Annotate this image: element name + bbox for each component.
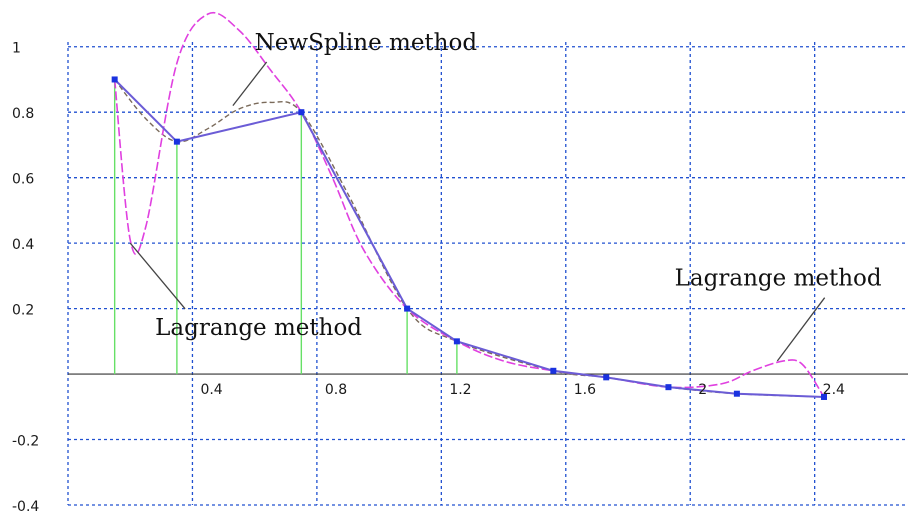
- data-point-5: [550, 368, 556, 374]
- y-tick-label-3: 0.4: [12, 237, 34, 253]
- data-point-0: [112, 76, 118, 82]
- x-tick-label-3: 1.6: [574, 382, 596, 398]
- y-tick-label-6: 1: [12, 41, 21, 57]
- x-tick-label-0: 0.4: [200, 382, 222, 398]
- data-point-4: [454, 338, 460, 344]
- annotation-label-2: Lagrange method: [675, 266, 882, 292]
- data-point-8: [734, 391, 740, 397]
- y-tick-label-0: -0.4: [12, 499, 39, 515]
- data-point-3: [404, 306, 410, 312]
- annotation-label-0: NewSpline method: [255, 30, 478, 56]
- x-tick-label-4: 2: [698, 382, 707, 398]
- data-point-6: [603, 374, 609, 380]
- y-tick-label-2: 0.2: [12, 303, 34, 319]
- x-tick-label-2: 1.2: [449, 382, 471, 398]
- annotation-leader-2: [777, 298, 824, 361]
- annotation-label-1: Lagrange method: [155, 315, 362, 341]
- annotation-leader-0: [233, 62, 267, 106]
- series-newspline-curve: [115, 79, 824, 397]
- annotations: NewSpline method Lagrange method Lagrange …: [130, 30, 882, 361]
- series-data-polyline: [115, 79, 824, 397]
- x-tick-label-5: 2.4: [823, 382, 845, 398]
- data-point-7: [665, 384, 671, 390]
- node-markers: [112, 76, 827, 400]
- data-point-1: [174, 139, 180, 145]
- data-point-2: [298, 109, 304, 115]
- x-tick-label-1: 0.8: [325, 382, 347, 398]
- y-tick-label-5: 0.8: [12, 106, 34, 122]
- y-tick-label-1: -0.2: [12, 434, 39, 450]
- y-tick-label-4: 0.6: [12, 172, 34, 188]
